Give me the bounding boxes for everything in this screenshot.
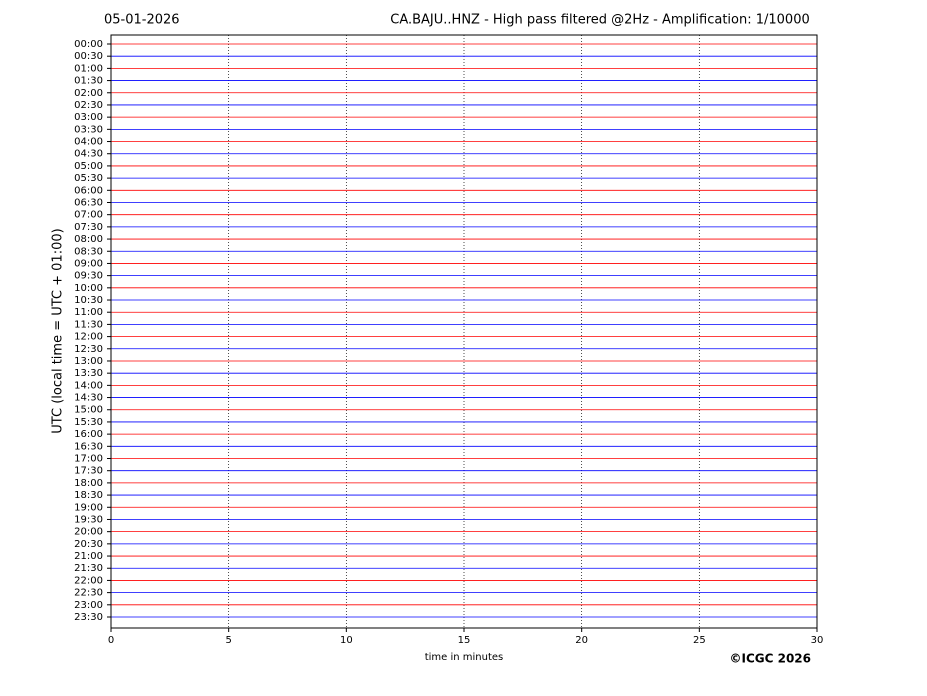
y-tick-label: 07:30 [74, 222, 103, 233]
y-tick-label: 17:00 [74, 454, 103, 465]
y-tick-label: 07:00 [74, 210, 103, 221]
y-tick-label: 13:00 [74, 356, 103, 367]
y-tick-label: 02:30 [74, 100, 103, 111]
y-tick-label: 19:00 [74, 502, 103, 513]
x-tick-label: 0 [108, 635, 114, 646]
y-tick-label: 06:00 [74, 185, 103, 196]
chart-title: CA.BAJU..HNZ - High pass filtered @2Hz -… [390, 13, 810, 28]
y-tick-label: 03:00 [74, 112, 103, 123]
y-tick-label: 04:30 [74, 149, 103, 160]
y-tick-label: 01:00 [74, 63, 103, 74]
y-tick-label: 21:30 [74, 563, 103, 574]
y-tick-label: 21:00 [74, 551, 103, 562]
y-tick-label: 02:00 [74, 88, 103, 99]
x-tick-label: 30 [811, 635, 824, 646]
y-tick-label: 01:30 [74, 76, 103, 87]
y-tick-label: 05:30 [74, 173, 103, 184]
y-tick-label: 18:30 [74, 490, 103, 501]
y-tick-label: 16:30 [74, 441, 103, 452]
y-tick-label: 05:00 [74, 161, 103, 172]
y-tick-label: 00:00 [74, 39, 103, 50]
plot-frame [110, 34, 818, 629]
y-tick-label: 10:30 [74, 295, 103, 306]
y-tick-label: 12:30 [74, 344, 103, 355]
y-tick-label: 11:30 [74, 319, 103, 330]
y-tick-label: 19:30 [74, 514, 103, 525]
y-tick-label: 11:00 [74, 307, 103, 318]
y-tick-label: 03:30 [74, 124, 103, 135]
y-tick-label: 15:30 [74, 417, 103, 428]
y-tick-label: 22:00 [74, 575, 103, 586]
y-tick-label: 18:00 [74, 478, 103, 489]
y-tick-label: 22:30 [74, 588, 103, 599]
credit: ©ICGC 2026 [729, 652, 811, 666]
y-tick-label: 23:30 [74, 612, 103, 623]
y-axis-label: UTC (local time = UTC + 01:00) [51, 228, 66, 433]
y-tick-label: 14:30 [74, 393, 103, 404]
y-tick-label: 15:00 [74, 405, 103, 416]
x-tick-label: 20 [575, 635, 588, 646]
y-tick-label: 20:00 [74, 527, 103, 538]
y-tick-label: 09:00 [74, 258, 103, 269]
y-tick-label: 04:00 [74, 137, 103, 148]
y-tick-label: 17:30 [74, 466, 103, 477]
y-tick-label: 23:00 [74, 600, 103, 611]
y-tick-label: 00:30 [74, 51, 103, 62]
date-label: 05-01-2026 [104, 13, 180, 28]
y-tick-label: 13:30 [74, 368, 103, 379]
y-tick-label: 06:30 [74, 197, 103, 208]
y-tick-label: 08:30 [74, 246, 103, 257]
x-tick-label: 15 [458, 635, 471, 646]
y-tick-label: 08:00 [74, 234, 103, 245]
x-tick-label: 25 [693, 635, 706, 646]
x-axis-label: time in minutes [425, 652, 504, 663]
y-tick-label: 20:30 [74, 539, 103, 550]
y-tick-label: 10:00 [74, 283, 103, 294]
x-tick-label: 5 [225, 635, 231, 646]
y-tick-label: 16:00 [74, 429, 103, 440]
x-tick-label: 10 [340, 635, 353, 646]
y-tick-label: 14:00 [74, 380, 103, 391]
y-tick-label: 12:00 [74, 332, 103, 343]
y-tick-label: 09:30 [74, 271, 103, 282]
